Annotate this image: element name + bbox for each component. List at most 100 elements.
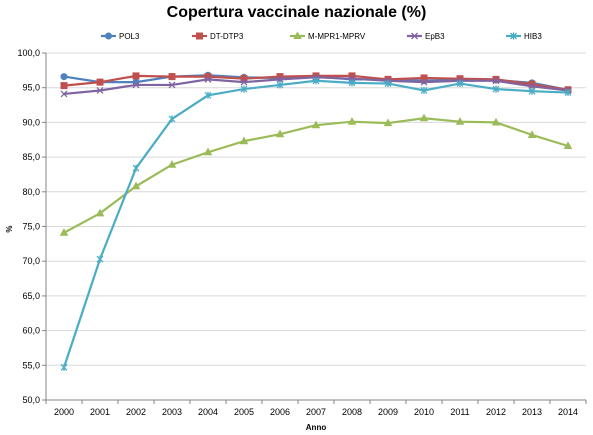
data-point xyxy=(383,118,393,127)
data-point xyxy=(204,91,212,99)
data-point xyxy=(311,120,321,129)
y-axis-ticks: 50,0 55,0 60,0 65,0 70,0 75,0 80,0 85,0 90,0 95,0… xyxy=(17,48,46,405)
x-axis-title: Anno xyxy=(306,423,327,432)
data-point xyxy=(203,147,213,156)
x-tick-label: 2002 xyxy=(126,407,146,417)
data-point xyxy=(132,164,140,172)
data-point xyxy=(60,90,68,98)
y-tick-label: 55,0 xyxy=(22,360,40,370)
legend-marker xyxy=(411,32,418,40)
data-point xyxy=(276,75,284,83)
series-hib3 xyxy=(60,77,572,371)
legend-marker xyxy=(105,32,112,40)
x-tick-label: 2010 xyxy=(414,407,434,417)
data-point xyxy=(168,115,176,123)
legend-marker xyxy=(293,31,302,40)
legend-item: HIB3 xyxy=(506,32,542,41)
data-point xyxy=(59,228,69,236)
data-point xyxy=(167,160,177,168)
data-point xyxy=(456,79,464,88)
legend-label: POL3 xyxy=(119,32,140,41)
data-point xyxy=(275,129,285,138)
series-dt-dtp3 xyxy=(60,72,572,94)
data-point xyxy=(204,75,212,83)
data-point xyxy=(455,117,465,125)
data-point xyxy=(527,130,537,138)
legend-marker xyxy=(196,32,203,40)
y-tick-label: 90,0 xyxy=(22,117,40,127)
data-point xyxy=(420,74,428,82)
series-group xyxy=(59,71,573,371)
legend-item: POL3 xyxy=(101,32,140,41)
x-tick-label: 2012 xyxy=(486,407,506,417)
x-axis-ticks: 2000 2001 2002 2003 2004 2005 2006 2007 2008 2009… xyxy=(45,400,587,417)
data-point xyxy=(492,85,500,93)
series-m-mpr1-mprv xyxy=(59,113,573,236)
data-point xyxy=(419,113,429,122)
y-tick-label: 60,0 xyxy=(22,326,40,336)
legend-item: DT-DTP3 xyxy=(192,32,244,41)
data-point xyxy=(564,88,572,97)
data-point xyxy=(492,77,500,85)
data-point xyxy=(96,78,104,86)
data-point xyxy=(96,255,104,263)
data-point xyxy=(420,78,428,86)
data-point xyxy=(168,81,176,89)
data-point xyxy=(492,75,500,83)
y-tick-label: 100,0 xyxy=(17,48,40,58)
data-point xyxy=(60,82,68,90)
data-point xyxy=(420,86,428,95)
data-point xyxy=(563,141,573,150)
x-tick-label: 2011 xyxy=(450,407,469,417)
x-tick-label: 2001 xyxy=(90,407,110,417)
data-point xyxy=(240,85,248,93)
y-tick-label: 65,0 xyxy=(22,291,40,301)
y-axis-title: % xyxy=(5,225,14,232)
data-point xyxy=(276,81,284,89)
legend: POL3 DT-DTP3 M-MPR1-MPRV EpB3 HIB3 xyxy=(101,31,542,41)
data-point xyxy=(528,87,536,95)
data-point xyxy=(60,363,68,371)
y-tick-label: 70,0 xyxy=(22,256,40,266)
data-point xyxy=(131,181,141,190)
data-point xyxy=(384,79,392,88)
x-tick-label: 2000 xyxy=(54,407,74,417)
legend-marker xyxy=(510,32,517,40)
y-tick-label: 85,0 xyxy=(22,152,40,162)
data-point xyxy=(312,77,320,85)
series-line xyxy=(63,117,569,234)
chart-title: Copertura vaccinale nazionale (%) xyxy=(167,4,427,21)
data-point xyxy=(491,117,501,126)
data-point xyxy=(239,136,249,145)
data-point xyxy=(96,87,104,94)
y-tick-label: 75,0 xyxy=(22,222,40,232)
y-tick-label: 50,0 xyxy=(22,395,40,405)
legend-label: EpB3 xyxy=(425,32,445,41)
x-tick-label: 2006 xyxy=(270,407,290,417)
legend-label: M-MPR1-MPRV xyxy=(308,32,366,41)
x-tick-label: 2005 xyxy=(234,407,254,417)
y-tick-label: 95,0 xyxy=(22,83,40,93)
data-point xyxy=(132,72,140,80)
data-point xyxy=(60,73,68,81)
x-tick-label: 2003 xyxy=(162,407,182,417)
x-tick-label: 2009 xyxy=(378,407,398,417)
data-point xyxy=(132,81,140,89)
legend-item: M-MPR1-MPRV xyxy=(290,31,366,41)
data-point xyxy=(95,208,105,217)
legend-item: EpB3 xyxy=(407,32,445,41)
x-tick-label: 2014 xyxy=(558,407,578,417)
legend-label: DT-DTP3 xyxy=(210,32,244,41)
data-point xyxy=(168,73,176,81)
data-point xyxy=(240,78,248,86)
y-tick-label: 80,0 xyxy=(22,187,40,197)
x-tick-label: 2004 xyxy=(198,407,218,417)
x-tick-label: 2007 xyxy=(306,407,326,417)
x-tick-label: 2013 xyxy=(522,407,542,417)
data-point xyxy=(347,117,357,125)
legend-label: HIB3 xyxy=(524,32,542,41)
x-tick-label: 2008 xyxy=(342,407,362,417)
gridlines xyxy=(46,52,586,366)
